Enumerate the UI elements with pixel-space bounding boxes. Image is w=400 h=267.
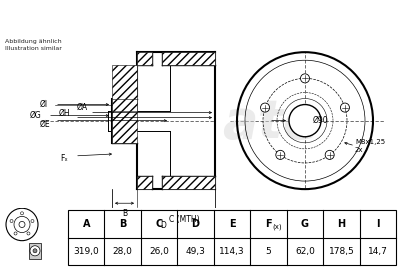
- Text: D: D: [160, 221, 166, 230]
- Text: B: B: [119, 219, 126, 229]
- Text: 28,0: 28,0: [113, 247, 133, 256]
- Text: E: E: [229, 219, 235, 229]
- Circle shape: [33, 249, 37, 253]
- Text: Ø90: Ø90: [313, 116, 329, 125]
- Text: I: I: [376, 219, 380, 229]
- Circle shape: [27, 232, 30, 235]
- Bar: [137, 176, 152, 189]
- Text: ØE: ØE: [39, 120, 50, 129]
- Text: ØA: ØA: [77, 103, 88, 112]
- Circle shape: [300, 74, 310, 83]
- Text: 14,7: 14,7: [368, 247, 388, 256]
- Circle shape: [276, 150, 285, 159]
- Text: H: H: [337, 219, 345, 229]
- Text: M8x1,25
2x: M8x1,25 2x: [355, 139, 385, 153]
- Text: 49,3: 49,3: [186, 247, 206, 256]
- Text: ØG: ØG: [29, 111, 41, 120]
- Text: 24.0128-0753.1: 24.0128-0753.1: [85, 9, 219, 23]
- Text: ate: ate: [222, 97, 318, 149]
- Circle shape: [14, 232, 17, 235]
- Text: ØI: ØI: [40, 100, 48, 109]
- Bar: [112, 65, 137, 143]
- Bar: [29, 243, 41, 259]
- Circle shape: [340, 103, 350, 112]
- Text: D: D: [192, 219, 200, 229]
- Text: Fₓ: Fₓ: [60, 154, 68, 163]
- Bar: [162, 176, 215, 189]
- Circle shape: [325, 150, 334, 159]
- Circle shape: [10, 219, 13, 222]
- Text: C: C: [156, 219, 163, 229]
- Text: Abbildung ähnlich
Illustration similar: Abbildung ähnlich Illustration similar: [5, 39, 62, 51]
- Text: (x): (x): [272, 223, 282, 230]
- Text: F: F: [265, 219, 272, 229]
- Text: 5: 5: [266, 247, 271, 256]
- Circle shape: [20, 212, 24, 215]
- Text: 319,0: 319,0: [73, 247, 99, 256]
- Text: B: B: [122, 209, 127, 218]
- Bar: [112, 99, 137, 111]
- Circle shape: [19, 221, 25, 227]
- Bar: [137, 52, 152, 65]
- Text: 26,0: 26,0: [149, 247, 169, 256]
- Circle shape: [30, 246, 40, 256]
- Text: 114,3: 114,3: [219, 247, 245, 256]
- Bar: [68, 210, 396, 265]
- Circle shape: [289, 105, 321, 137]
- Bar: [162, 52, 215, 65]
- Text: 62,0: 62,0: [295, 247, 315, 256]
- Text: A: A: [82, 219, 90, 229]
- Text: 178,5: 178,5: [328, 247, 354, 256]
- Text: C (MTH): C (MTH): [169, 215, 199, 224]
- Text: G: G: [301, 219, 309, 229]
- Text: ØH: ØH: [58, 109, 70, 118]
- Circle shape: [260, 103, 270, 112]
- Text: 428753: 428753: [280, 9, 344, 23]
- Circle shape: [31, 219, 34, 222]
- Bar: [137, 52, 152, 65]
